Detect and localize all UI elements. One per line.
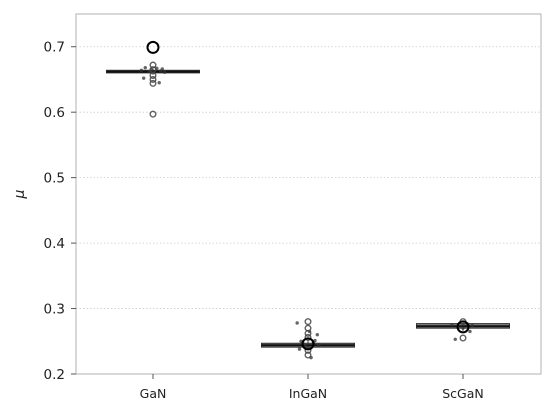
jitter-point: [450, 323, 454, 327]
y-tick-label: 0.4: [44, 236, 65, 252]
jitter-point: [468, 329, 472, 334]
outlier-point: [304, 318, 312, 326]
outlier-point: [149, 61, 157, 69]
jitter-point: [315, 333, 319, 337]
y-tick-label: 0.2: [44, 367, 65, 383]
data-marks: [106, 40, 510, 360]
y-tick-label: 0.7: [44, 40, 65, 56]
jitter-point: [139, 68, 144, 72]
outlier-point: [304, 346, 312, 354]
x-tick-label: InGaN: [289, 386, 327, 401]
x-tick-label: GaN: [140, 386, 167, 401]
outlier-point: [459, 334, 467, 342]
jitter-point: [295, 321, 299, 325]
x-tick-label: ScGaN: [442, 386, 484, 401]
jitter-point: [470, 323, 474, 328]
jitter-point: [461, 326, 465, 330]
jitter-point: [453, 337, 457, 342]
jitter-point: [297, 347, 302, 351]
outlier-point: [149, 110, 157, 118]
jitter-point: [143, 65, 147, 70]
outlier-point: [149, 72, 157, 80]
jitter-point: [313, 338, 317, 343]
jitter-point: [162, 70, 167, 74]
jitter-point: [142, 76, 146, 80]
y-tick-label: 0.6: [44, 105, 65, 121]
y-axis-label: μ: [12, 189, 28, 199]
reference-marker: [456, 320, 470, 334]
y-tick-label: 0.3: [44, 302, 65, 318]
jitter-point: [317, 343, 321, 347]
reference-marker: [146, 40, 160, 54]
y-tick-label: 0.5: [44, 171, 65, 187]
jitter-point: [160, 67, 164, 71]
jitter-point: [157, 81, 161, 85]
y-axis-ticks: 0.2 0.3 0.4 0.5 0.6 0.7: [44, 40, 76, 383]
outlier-point: [304, 333, 312, 341]
outlier-point: [149, 79, 157, 87]
outlier-point: [304, 329, 312, 337]
reference-marker: [301, 337, 315, 351]
outlier-point: [304, 351, 312, 359]
x-axis-ticks: GaN InGaN ScGaN: [140, 374, 484, 401]
outlier-point: [149, 75, 157, 83]
